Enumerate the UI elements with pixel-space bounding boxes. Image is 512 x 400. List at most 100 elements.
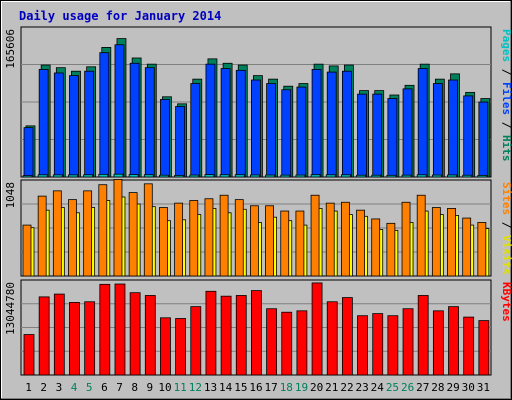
bar-files-day-11 [175, 106, 186, 178]
bar-sites-day-9 [143, 183, 153, 277]
x-tick-label-day-19: 19 [295, 381, 308, 394]
x-tick-label-day-14: 14 [219, 381, 233, 394]
bar-sites-day-10 [159, 207, 168, 277]
bar-pages-day-3 [52, 174, 63, 178]
x-tick-label-day-2: 2 [40, 381, 47, 394]
bar-kbytes-day-8 [129, 292, 141, 376]
bar-kbytes-day-2 [38, 296, 50, 376]
bar-files-day-28 [432, 83, 443, 178]
x-tick-label-day-1: 1 [25, 381, 32, 394]
bar-files-day-31 [478, 101, 489, 178]
bar-sites-day-27 [416, 194, 426, 277]
bar-pages-day-17 [265, 174, 275, 178]
bar-kbytes-day-4 [69, 302, 80, 376]
legend-item-visits: Visits [500, 235, 512, 275]
x-axis-labels: 1 2 3 4 5 6 7 8 9 10 11 12 13 14 15 16 17 18 19 20 21 22 23 24 2… [25, 381, 490, 394]
bar-kbytes-day-23 [357, 315, 368, 376]
bar-files-day-7 [114, 44, 125, 178]
bar-pages-day-10 [159, 174, 169, 178]
bar-files-day-30 [463, 95, 474, 178]
bar-pages-day-30 [462, 174, 473, 178]
legend-item-hits: Hits [500, 135, 512, 162]
x-tick-label-day-22: 22 [340, 381, 353, 394]
bar-kbytes-day-19 [296, 310, 308, 376]
bar-sites-day-28 [431, 207, 441, 277]
bar-pages-day-5 [83, 174, 94, 178]
bar-pages-day-24 [371, 174, 382, 178]
bar-pages-day-21 [325, 174, 336, 178]
bar-pages-day-7 [113, 173, 124, 178]
bar-kbytes-day-29 [448, 306, 459, 376]
bar-kbytes-day-7 [114, 283, 126, 376]
bar-kbytes-day-30 [463, 316, 475, 376]
panel-sites-visits: 1048 Sites / Visits [4, 179, 512, 277]
bar-kbytes-day-31 [478, 320, 490, 376]
bar-files-day-13 [205, 63, 216, 178]
bar-files-day-27 [417, 68, 428, 178]
bar-pages-day-28 [431, 174, 442, 178]
legend-pages-files-hits: Pages / Files / Hits [500, 29, 512, 162]
bar-sites-day-4 [68, 199, 77, 277]
bar-files-day-21 [326, 71, 337, 178]
bar-kbytes-day-6 [99, 283, 111, 376]
bar-sites-day-21 [325, 202, 335, 277]
bar-sites-day-23 [356, 209, 365, 277]
bar-sites-day-20 [310, 194, 320, 277]
x-tick-label-day-5: 5 [86, 381, 93, 394]
bar-files-day-12 [190, 83, 201, 178]
bar-kbytes-day-14 [220, 295, 232, 376]
bar-kbytes-day-15 [235, 295, 247, 376]
x-tick-label-day-3: 3 [56, 381, 63, 394]
bar-sites-day-25 [386, 222, 396, 277]
bar-kbytes-day-3 [53, 293, 65, 376]
x-tick-label-day-18: 18 [280, 381, 293, 394]
bar-sites-day-16 [250, 205, 259, 277]
bar-sites-day-30 [462, 217, 472, 277]
bar-sites-day-8 [128, 192, 138, 277]
bar-files-day-17 [266, 83, 276, 178]
bar-files-day-4 [69, 75, 79, 178]
bar-pages-day-12 [189, 174, 200, 178]
bar-sites-day-14 [219, 194, 229, 277]
bar-files-day-2 [38, 69, 49, 178]
bar-files-day-14 [220, 68, 231, 178]
legend-separator: / [500, 115, 512, 135]
bar-files-day-9 [144, 67, 155, 178]
x-tick-label-day-26: 26 [401, 381, 414, 394]
legend-separator: / [500, 215, 512, 235]
x-tick-label-day-30: 30 [462, 381, 475, 394]
x-tick-label-day-10: 10 [158, 381, 171, 394]
x-tick-label-day-25: 25 [386, 381, 399, 394]
x-tick-label-day-7: 7 [116, 381, 123, 394]
bar-pages-day-22 [340, 174, 351, 178]
bar-files-day-1 [23, 127, 34, 178]
bar-kbytes-day-11 [175, 318, 187, 376]
legend-item-files: Files [500, 82, 512, 115]
bar-sites-day-13 [204, 198, 214, 277]
bar-kbytes-day-27 [417, 295, 429, 376]
bar-sites-day-11 [174, 202, 184, 277]
bar-kbytes-day-9 [144, 295, 156, 376]
x-tick-label-day-28: 28 [431, 381, 444, 394]
bar-files-day-20 [311, 69, 322, 178]
bar-kbytes-day-12 [190, 306, 202, 376]
bar-files-day-16 [251, 79, 261, 178]
bar-pages-day-6 [98, 173, 109, 178]
bar-kbytes-day-16 [251, 290, 262, 376]
x-tick-label-day-12: 12 [189, 381, 202, 394]
x-tick-label-day-21: 21 [325, 381, 338, 394]
bar-sites-day-1 [22, 224, 32, 277]
x-tick-label-day-13: 13 [204, 381, 217, 394]
bar-sites-day-7 [113, 179, 123, 277]
bar-kbytes-day-21 [326, 301, 338, 376]
bar-kbytes-day-22 [341, 297, 353, 376]
bar-pages-day-15 [234, 174, 245, 178]
bar-sites-day-19 [295, 210, 305, 277]
bar-kbytes-day-5 [84, 301, 96, 376]
bar-pages-day-29 [447, 174, 457, 178]
bar-sites-day-15 [234, 199, 244, 277]
legend-item-pages: Pages [500, 29, 512, 62]
legend-separator: / [500, 62, 512, 82]
bar-sites-day-17 [265, 205, 274, 277]
bar-files-day-24 [372, 93, 383, 178]
